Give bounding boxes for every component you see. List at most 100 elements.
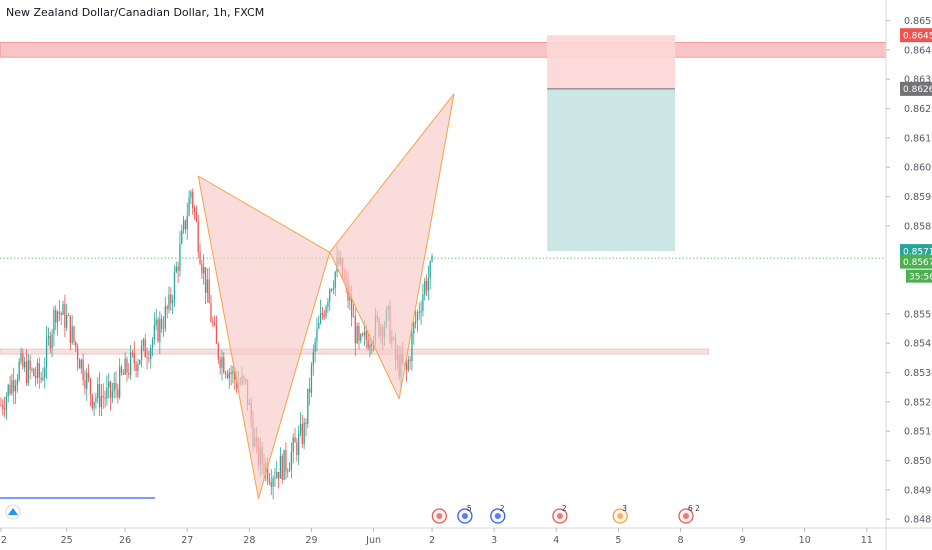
event-count-label: 3 xyxy=(622,504,627,513)
candle-body xyxy=(140,345,143,360)
candle-body xyxy=(188,197,190,216)
candle-body xyxy=(199,252,201,264)
candle-body xyxy=(411,333,413,362)
candle-body xyxy=(332,288,335,290)
candle-body xyxy=(16,379,18,386)
candle-body xyxy=(11,380,13,394)
candle-body xyxy=(221,356,223,368)
candle-body xyxy=(18,361,20,380)
candle-body xyxy=(360,334,362,341)
candle-body xyxy=(425,280,428,291)
candle-body xyxy=(184,220,187,229)
countdown-badge xyxy=(906,269,932,283)
resistance-zone xyxy=(0,42,887,58)
time-tick-label: Jun xyxy=(365,535,381,546)
candle-body xyxy=(290,451,293,469)
candle-body xyxy=(137,364,139,372)
candle-body xyxy=(413,322,415,334)
candle-body xyxy=(276,472,278,478)
candle-body xyxy=(190,191,192,198)
candle-body xyxy=(334,271,336,289)
candle-body xyxy=(285,449,287,472)
time-tick-label: 4 xyxy=(553,535,559,546)
candle-body xyxy=(119,366,121,398)
candle-body xyxy=(179,243,181,271)
price-tick-label: 0.86100 xyxy=(904,133,932,144)
candle-body xyxy=(268,479,271,483)
candle-body xyxy=(319,312,322,324)
candle-body xyxy=(367,339,369,349)
candle-body xyxy=(5,395,8,410)
candle-body xyxy=(173,272,176,300)
candle-body xyxy=(64,304,66,328)
candle-body xyxy=(371,344,373,346)
candle-body xyxy=(13,380,15,392)
candle-body xyxy=(309,388,311,393)
time-tick-label: 10 xyxy=(799,535,811,546)
time-tick-label: 27 xyxy=(181,535,193,546)
candle-body xyxy=(283,449,285,480)
candle-body xyxy=(192,191,194,209)
time-tick-label: 11 xyxy=(861,535,873,546)
event-flag-icon xyxy=(494,513,501,519)
candle-body xyxy=(197,221,199,253)
price-tick-label: 0.85100 xyxy=(904,427,932,438)
time-tick-label: 29 xyxy=(305,535,317,546)
candle-body xyxy=(106,387,108,399)
event-count-label: 2 xyxy=(562,504,567,513)
candle-body xyxy=(279,455,282,479)
candle-body xyxy=(325,306,327,317)
candle-body xyxy=(55,309,57,323)
candle-body xyxy=(409,359,411,362)
candle-body xyxy=(321,312,324,315)
event-count-label: 5 xyxy=(467,504,472,513)
pattern-leg-2 xyxy=(258,252,331,499)
candle-body xyxy=(195,212,198,222)
candle-body xyxy=(281,455,283,480)
candle-body xyxy=(86,372,88,389)
candle-body xyxy=(60,313,62,315)
candle-body xyxy=(76,347,79,361)
candle-body xyxy=(162,328,165,330)
candle-body xyxy=(407,359,409,371)
candle-body xyxy=(36,363,39,379)
candle-body xyxy=(128,372,130,375)
candle-body xyxy=(151,339,154,348)
event-flag-icon xyxy=(617,513,624,519)
candle-body xyxy=(316,328,318,342)
candle-body xyxy=(150,347,152,359)
price-tick-label: 0.85400 xyxy=(904,339,932,350)
tradingview-logo[interactable] xyxy=(0,497,155,520)
candle-body xyxy=(420,310,422,313)
candle-body xyxy=(214,323,216,325)
candle-body xyxy=(356,326,358,344)
candle-body xyxy=(104,397,106,399)
candle-body xyxy=(93,401,95,409)
chart-title: New Zealand Dollar/Canadian Dollar, 1h, … xyxy=(6,6,265,19)
candle-body xyxy=(303,422,305,444)
candle-body xyxy=(3,408,6,410)
time-tick-label: 5 xyxy=(615,535,621,546)
candle-body xyxy=(115,382,117,389)
candle-body xyxy=(117,388,119,398)
take-profit-zone xyxy=(547,88,676,252)
candle-body xyxy=(56,311,59,323)
candle-body xyxy=(204,267,207,293)
harmonic-pattern[interactable] xyxy=(197,93,455,499)
price-tick-label: 0.86300 xyxy=(904,75,932,86)
candle-body xyxy=(122,373,124,375)
pattern-triangle-1 xyxy=(198,176,330,499)
candle-body xyxy=(153,324,156,340)
candle-body xyxy=(91,394,93,409)
candle-body xyxy=(234,370,236,380)
short-position-tool[interactable] xyxy=(547,35,676,252)
candle-body xyxy=(298,433,300,455)
economic-events[interactable]: 5 2 2 3 6 2 xyxy=(431,504,700,524)
candle-body xyxy=(223,356,225,373)
price-tick-label: 0.84800 xyxy=(904,515,932,526)
candle-body xyxy=(73,326,75,342)
candle-body xyxy=(226,374,229,379)
candle-body xyxy=(148,358,150,359)
time-tick-label: 28 xyxy=(243,535,255,546)
